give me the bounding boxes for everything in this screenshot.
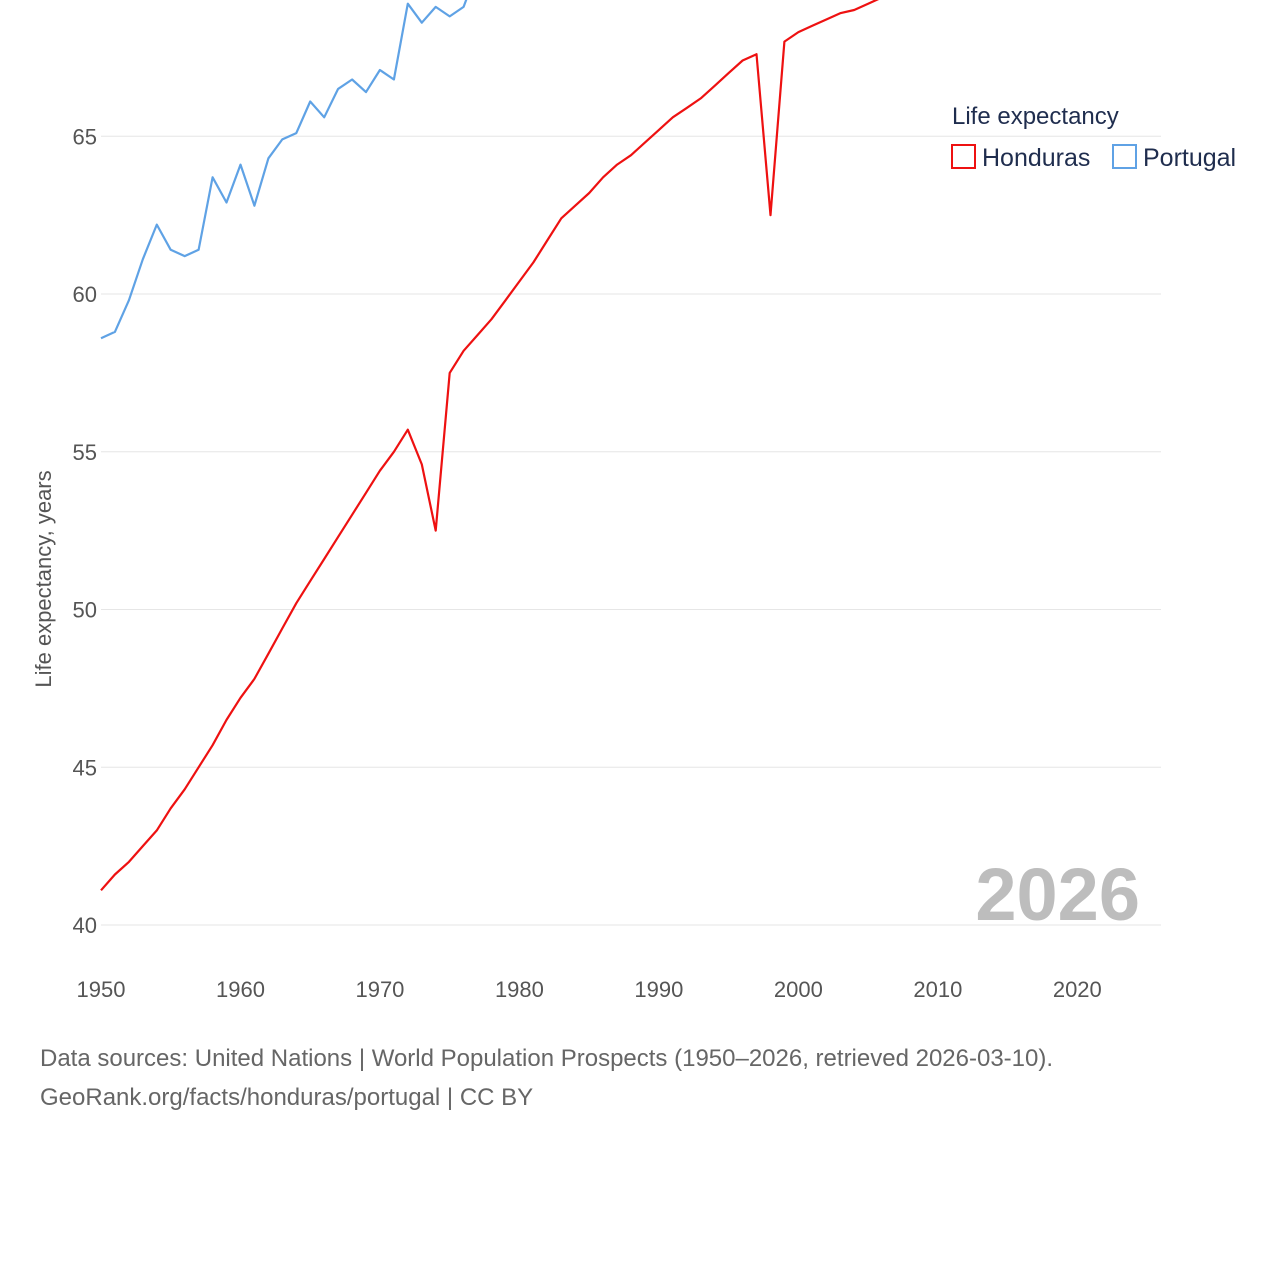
y-tick-label: 60: [73, 282, 97, 307]
grid-lines: [101, 135, 1161, 926]
y-tick-label: 50: [73, 598, 97, 623]
x-tick-label: 1980: [495, 977, 544, 1002]
legend: Life expectancy Honduras Portugal: [951, 103, 1236, 172]
series-lines: [100, 0, 1161, 892]
x-tick-label: 1970: [355, 977, 404, 1002]
legend-swatch-honduras[interactable]: [951, 144, 976, 169]
x-axis-ticks: 1950 1960 1970 1980 1990 2000 2010 2020: [77, 977, 1102, 1002]
attribution-link[interactable]: GeoRank.org/facts/honduras/portugal | CC…: [40, 1084, 534, 1111]
line-chart: 404550556065707580 195019601970198019902…: [31, 0, 1236, 1002]
series-line-honduras[interactable]: [100, 0, 1161, 892]
y-axis-label: Life expectancy, years: [31, 470, 56, 687]
legend-label-honduras[interactable]: Honduras: [982, 144, 1090, 172]
data-sources-note: Data sources: United Nations | World Pop…: [40, 1045, 1054, 1072]
x-tick-label: 2000: [774, 977, 823, 1002]
y-tick-label: 65: [73, 124, 97, 149]
year-watermark: 2026: [975, 853, 1140, 936]
y-tick-label: 55: [73, 440, 97, 465]
series-line-portugal[interactable]: [100, 0, 1161, 340]
x-tick-label: 1990: [634, 977, 683, 1002]
x-tick-label: 2020: [1053, 977, 1102, 1002]
x-tick-label: 2010: [913, 977, 962, 1002]
legend-label-portugal[interactable]: Portugal: [1143, 144, 1236, 172]
legend-title: Life expectancy: [952, 103, 1119, 130]
x-tick-label: 1950: [77, 977, 126, 1002]
y-axis-ticks: 404550556065707580: [73, 124, 97, 938]
y-tick-label: 40: [73, 913, 97, 938]
legend-swatch-portugal[interactable]: [1112, 144, 1137, 169]
y-tick-label: 45: [73, 755, 97, 780]
x-tick-label: 1960: [216, 977, 265, 1002]
